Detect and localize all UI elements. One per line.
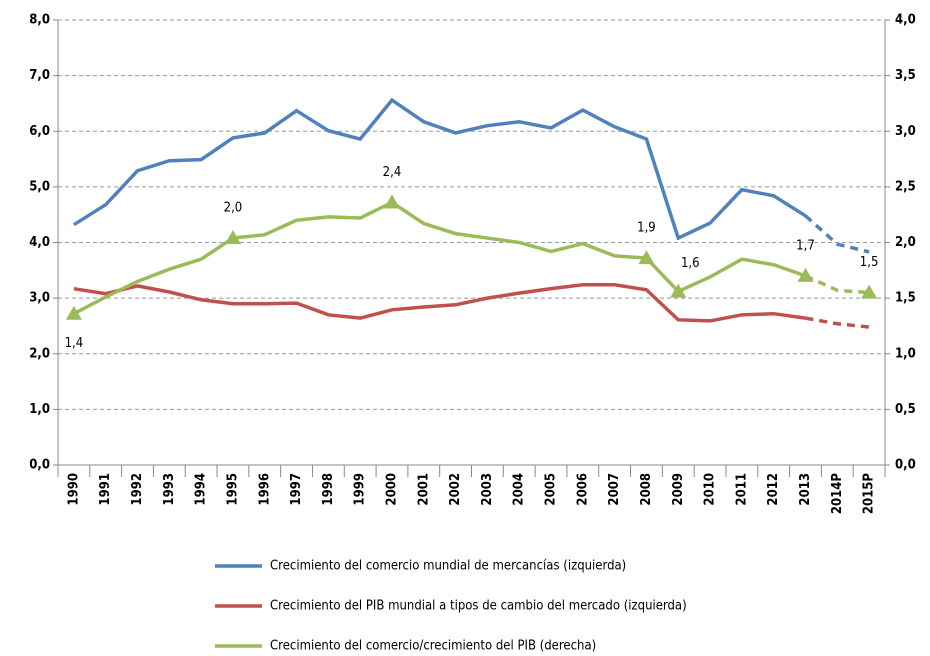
series-line-projected <box>804 214 870 254</box>
x-tick-label: 2006 <box>575 473 590 506</box>
x-tick-label: 2002 <box>448 473 463 506</box>
x-tick-label: 1995 <box>225 473 240 506</box>
series-line-projected <box>805 316 870 329</box>
y2-tick-label: 0,5 <box>895 402 916 417</box>
data-label: 1,4 <box>65 336 84 351</box>
x-tick-label: 1994 <box>194 473 209 506</box>
point-marker <box>638 250 655 265</box>
y2-tick-label: 3,0 <box>895 124 916 139</box>
y-tick-label: 7,0 <box>29 68 50 83</box>
data-label: 1,7 <box>796 238 815 253</box>
point-marker <box>65 305 82 320</box>
x-tick-label: 1996 <box>257 473 272 506</box>
y2-tick-label: 2,5 <box>895 179 916 194</box>
y-tick-label: 0,0 <box>29 458 50 473</box>
x-tick-label: 2004 <box>512 473 527 506</box>
point-marker <box>383 194 400 209</box>
x-tick-label: 1990 <box>66 473 81 506</box>
x-tick-label: 1998 <box>321 473 336 506</box>
data-label: 1,5 <box>860 255 879 270</box>
x-tick-label: 2008 <box>639 473 654 506</box>
point-marker <box>670 283 687 298</box>
legend-label: Crecimiento del comercio/crecimiento del… <box>270 639 596 653</box>
data-label: 1,9 <box>637 221 656 236</box>
y2-tick-label: 3,5 <box>895 68 916 83</box>
y2-tick-label: 4,0 <box>895 13 916 28</box>
series-line <box>73 200 807 316</box>
x-tick-label: 2012 <box>766 473 781 506</box>
y2-tick-label: 2,0 <box>895 235 916 250</box>
x-tick-label: 2000 <box>384 473 399 506</box>
point-marker <box>224 230 241 245</box>
y-tick-label: 4,0 <box>29 235 50 250</box>
x-tick-label: 2011 <box>734 473 749 506</box>
point-marker <box>861 284 878 299</box>
x-tick-label: 2015P <box>862 473 877 515</box>
x-tick-label: 1997 <box>289 473 304 506</box>
y2-tick-label: 0,0 <box>895 458 916 473</box>
x-tick-label: 2003 <box>480 473 495 506</box>
series-line-projected <box>804 274 870 295</box>
y-tick-label: 1,0 <box>29 402 50 417</box>
y-tick-label: 5,0 <box>29 179 50 194</box>
x-tick-label: 1991 <box>98 473 113 506</box>
y-tick-label: 2,0 <box>29 346 50 361</box>
x-tick-label: 2010 <box>703 473 718 506</box>
legend-label: Crecimiento del comercio mundial de merc… <box>270 559 626 574</box>
x-tick-label: 1992 <box>130 473 145 506</box>
data-label: 2,4 <box>383 165 402 180</box>
x-tick-label: 2013 <box>798 473 813 506</box>
x-tick-label: 1993 <box>162 473 177 506</box>
legend-label: Crecimiento del PIB mundial a tipos de c… <box>270 599 687 614</box>
y-tick-label: 6,0 <box>29 124 50 139</box>
x-tick-label: 2005 <box>544 473 559 506</box>
x-tick-label: 2009 <box>671 473 686 506</box>
y2-tick-label: 1,0 <box>895 346 916 361</box>
data-label: 2,0 <box>224 201 243 216</box>
x-tick-label: 1999 <box>353 473 368 506</box>
series-line <box>73 283 806 323</box>
y-tick-label: 8,0 <box>29 13 50 28</box>
data-label: 1,6 <box>681 256 700 271</box>
point-marker <box>797 267 814 282</box>
x-tick-label: 2014P <box>830 473 845 515</box>
y-tick-label: 3,0 <box>29 291 50 306</box>
x-tick-label: 2007 <box>607 473 622 506</box>
x-tick-label: 2001 <box>416 473 431 506</box>
series-line <box>72 97 807 241</box>
y2-tick-label: 1,5 <box>895 291 916 306</box>
